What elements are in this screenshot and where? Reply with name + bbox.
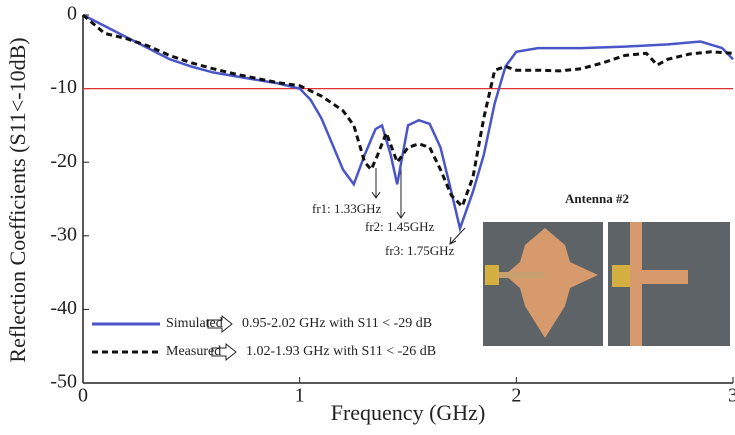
annotation: fr1: 1.33GHz bbox=[312, 201, 382, 216]
y-tick-label: -10 bbox=[50, 76, 77, 98]
annotation: fr2: 1.45GHz bbox=[365, 219, 435, 234]
x-tick-label: 1 bbox=[295, 385, 305, 407]
x-tick-label: 0 bbox=[78, 385, 88, 407]
x-tick-label: 3 bbox=[728, 385, 735, 407]
inset-photo bbox=[483, 222, 730, 346]
x-axis-label: Frequency (GHz) bbox=[331, 400, 486, 425]
legend-arrows bbox=[207, 314, 237, 362]
y-tick-label: -30 bbox=[50, 223, 77, 245]
series-line bbox=[82, 13, 734, 210]
legend-note: 1.02-1.93 GHz with S11 < -26 dB bbox=[246, 344, 436, 359]
annotation: fr3: 1.75GHz bbox=[385, 243, 455, 258]
y-tick-label: -50 bbox=[50, 371, 77, 393]
legend-label: Measured bbox=[166, 344, 221, 359]
y-tick-label: -20 bbox=[50, 150, 77, 172]
y-tick-label: -40 bbox=[50, 297, 77, 319]
series-line bbox=[82, 13, 734, 233]
y-axis-label: Reflection Coefficients (S11<-10dB) bbox=[5, 37, 30, 362]
inset-title: Antenna #2 bbox=[565, 191, 629, 206]
legend-note: 0.95-2.02 GHz with S11 < -29 dB bbox=[242, 316, 432, 331]
y-tick-label: 0 bbox=[67, 3, 77, 25]
x-tick-label: 2 bbox=[511, 385, 521, 407]
legend-label: Simulated bbox=[166, 316, 223, 331]
annotation-arrows bbox=[371, 168, 466, 245]
